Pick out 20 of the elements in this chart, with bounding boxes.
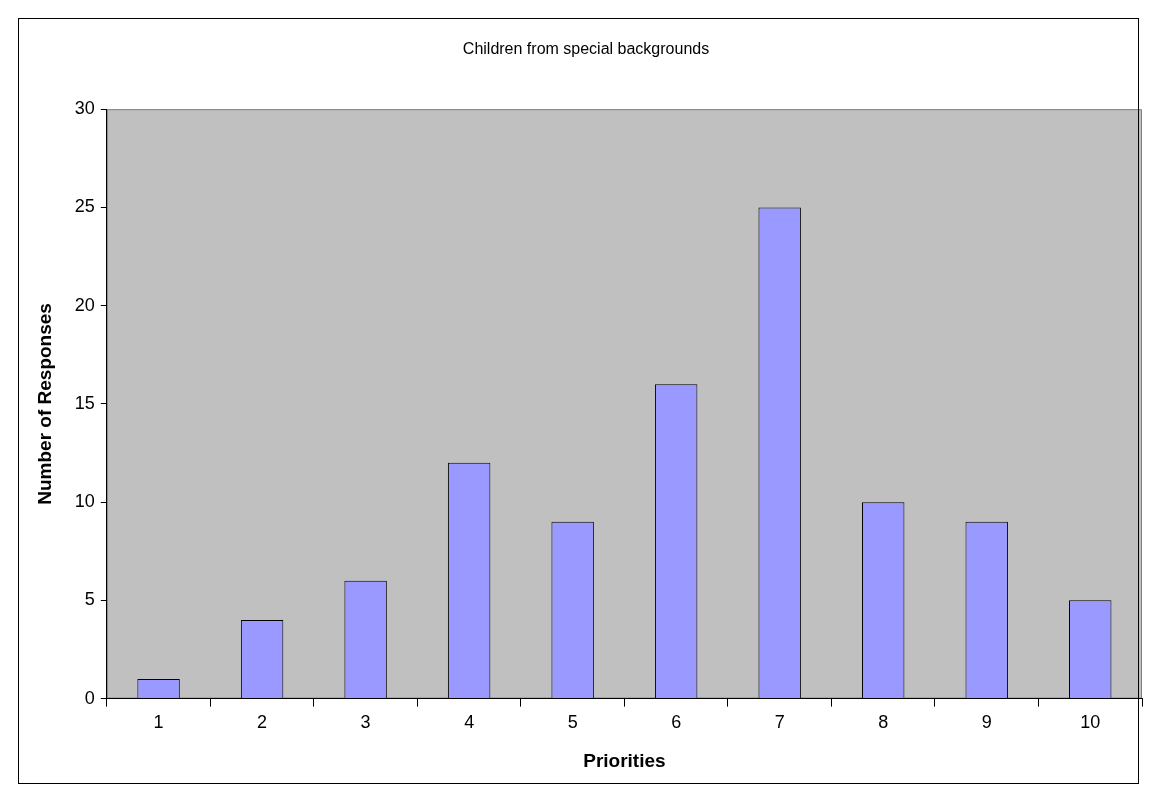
x-tick-label: 3	[360, 712, 371, 733]
y-tick-label: 25	[74, 196, 95, 217]
x-tick-label: 4	[464, 712, 475, 733]
y-tick-label: 20	[74, 294, 95, 315]
x-tick-label: 1	[153, 712, 164, 733]
x-tick-label: 9	[981, 712, 992, 733]
y-tick-label: 5	[84, 589, 95, 610]
x-tick-label: 5	[567, 712, 578, 733]
y-tick-label: 10	[74, 491, 95, 512]
chart-title: Children from special backgrounds	[462, 40, 710, 58]
x-tick-label: 10	[1080, 712, 1101, 733]
x-tick-label: 6	[671, 712, 682, 733]
y-axis-title: Number of Responses	[33, 303, 55, 505]
y-tick-label: 15	[74, 392, 95, 413]
x-axis-title: Priorities	[583, 749, 666, 771]
y-tick-label: 30	[74, 98, 95, 119]
x-tick-label: 8	[878, 712, 889, 733]
y-tick-label: 0	[84, 687, 95, 708]
x-tick-label: 7	[774, 712, 785, 733]
x-tick-label: 2	[257, 712, 268, 733]
